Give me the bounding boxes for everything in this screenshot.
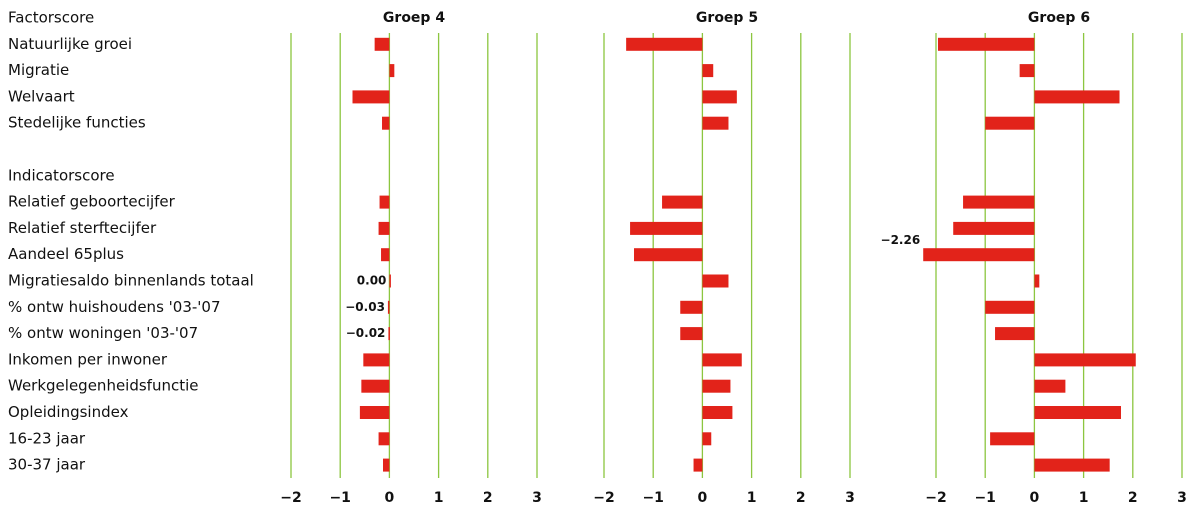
x-tick-label: 3 (1177, 490, 1187, 506)
bar (359, 406, 390, 419)
x-tick-label: 0 (1030, 490, 1040, 506)
x-tick-label: 1 (747, 490, 757, 506)
value-label: −0.03 (345, 300, 385, 314)
x-tick-label: 0 (385, 490, 395, 506)
bar (387, 300, 390, 314)
bar (937, 37, 1035, 51)
bar (1034, 379, 1066, 393)
bar (626, 37, 703, 51)
bar (985, 300, 1035, 314)
row-label: Natuurlijke groei (8, 35, 132, 53)
row-label: Aandeel 65plus (8, 245, 124, 263)
x-tick-label: 0 (698, 490, 708, 506)
bar (963, 195, 1035, 209)
row-label: Opleidingsindex (8, 403, 129, 421)
bar (634, 248, 703, 262)
bar (1019, 64, 1035, 78)
section-title: Indicatorscore (8, 166, 115, 184)
row-label: Stedelijke functies (8, 114, 146, 132)
x-tick-label: −1 (329, 490, 350, 506)
bar (389, 64, 395, 78)
x-tick-label: 1 (1079, 490, 1089, 506)
bar (1034, 458, 1110, 472)
row-label: Relatief sterftecijfer (8, 219, 157, 237)
section-title: Factorscore (8, 9, 94, 27)
bar (1034, 274, 1040, 288)
value-label: 0.00 (357, 274, 387, 288)
value-label: −0.02 (346, 326, 386, 340)
bar (383, 458, 390, 472)
panel-title: Groep 5 (696, 10, 758, 26)
bar (693, 458, 703, 472)
x-tick-label: −1 (642, 490, 663, 506)
row-label: Migratie (8, 61, 69, 79)
panel-title: Groep 6 (1028, 10, 1090, 26)
bar (1034, 90, 1120, 104)
row-label: 30-37 jaar (8, 456, 86, 474)
bar (379, 195, 390, 209)
bar (378, 221, 390, 235)
bar (702, 379, 731, 393)
bar (374, 37, 390, 51)
row-label: Migratiesaldo binnenlands totaal (8, 272, 254, 290)
bar (923, 248, 1035, 262)
bar (352, 90, 390, 104)
row-label: % ontw woningen '03-'07 (8, 324, 198, 342)
bar (388, 327, 390, 341)
x-tick-label: −1 (974, 490, 995, 506)
bar (985, 116, 1035, 130)
row-label: Relatief geboortecijfer (8, 193, 176, 211)
bar (702, 274, 729, 288)
row-label: Welvaart (8, 87, 75, 105)
row-label: 16-23 jaar (8, 429, 86, 447)
x-tick-label: 2 (796, 490, 806, 506)
bar (680, 300, 703, 314)
bar (702, 116, 729, 130)
bar (702, 64, 714, 78)
bar (702, 90, 737, 104)
bar (1034, 406, 1121, 419)
bar (361, 379, 390, 393)
x-tick-label: 1 (434, 490, 444, 506)
bar (995, 327, 1035, 341)
bar (702, 353, 742, 367)
bar (378, 432, 390, 446)
x-tick-label: −2 (280, 490, 301, 506)
bar (702, 432, 712, 446)
x-tick-label: 2 (483, 490, 493, 506)
bar (1034, 353, 1136, 367)
x-tick-label: 2 (1128, 490, 1138, 506)
bar (381, 248, 390, 262)
x-tick-label: −2 (593, 490, 614, 506)
x-tick-label: 3 (532, 490, 542, 506)
bar (953, 221, 1035, 235)
value-label: −2.26 (881, 233, 921, 247)
x-tick-label: 3 (845, 490, 855, 506)
bar (389, 274, 391, 288)
row-label: % ontw huishoudens '03-'07 (8, 298, 220, 316)
bar (630, 221, 703, 235)
bar (662, 195, 703, 209)
row-label: Inkomen per inwoner (8, 350, 168, 368)
bar (363, 353, 390, 367)
bar (680, 327, 703, 341)
x-tick-label: −2 (925, 490, 946, 506)
row-label: Werkgelegenheidsfunctie (8, 377, 199, 395)
bar (702, 406, 733, 419)
bar (990, 432, 1035, 446)
panel-title: Groep 4 (383, 10, 445, 26)
bar (382, 116, 390, 130)
